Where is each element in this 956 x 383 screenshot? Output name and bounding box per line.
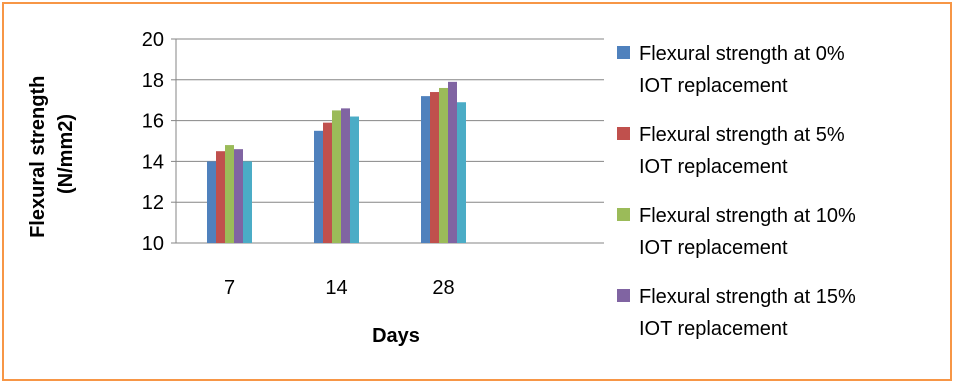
x-tick-label: 14: [325, 277, 347, 299]
legend-swatch: [617, 46, 630, 59]
bar: [314, 130, 323, 243]
legend-label: IOT replacement: [639, 318, 788, 340]
bars: [207, 81, 466, 244]
legend-swatch: [617, 208, 630, 221]
y-tick-label: 16: [142, 111, 164, 133]
legend-label: Flexural strength at 10%: [639, 205, 856, 227]
y-axis-label: Flexural strength (N/mm2): [27, 70, 77, 238]
bar: [448, 81, 457, 243]
bar: [430, 92, 439, 243]
legend-label: IOT replacement: [639, 237, 788, 259]
legend-label: IOT replacement: [639, 75, 788, 97]
bar: [341, 108, 350, 243]
y-tick-labels: 10 12 14 16 18 20: [142, 29, 164, 255]
y-tick-label: 20: [142, 29, 164, 51]
bar: [323, 122, 332, 243]
y-tick-label: 14: [142, 151, 164, 173]
y-tick-label: 12: [142, 192, 164, 214]
bar-chart: 10 12 14 16 18 20 7 14 28 Days Flexural strengt…: [27, 29, 856, 347]
bar: [332, 110, 341, 244]
bar: [439, 87, 448, 244]
bar: [225, 145, 234, 243]
x-tick-label: 28: [432, 277, 454, 299]
legend-label: Flexural strength at 15%: [639, 286, 856, 308]
bar: [350, 116, 359, 243]
y-tick-label: 10: [142, 233, 164, 255]
y-axis-label-line-1: Flexural strength: [27, 76, 49, 238]
bar: [234, 149, 243, 243]
bar: [421, 96, 430, 244]
axes: [171, 38, 177, 244]
bar: [457, 102, 466, 244]
legend-swatch: [617, 289, 630, 302]
y-tick-label: 18: [142, 70, 164, 92]
bar: [207, 161, 216, 243]
bar: [243, 161, 252, 243]
legend-label: IOT replacement: [639, 156, 788, 178]
x-tick-label: 7: [224, 277, 235, 299]
legend-label: Flexural strength at 5%: [639, 124, 845, 146]
bar: [216, 151, 225, 243]
x-tick-labels: 7 14 28: [224, 277, 455, 299]
legend-label: Flexural strength at 0%: [639, 43, 845, 65]
legend: Flexural strength at 0% IOT replacement Fl…: [617, 43, 856, 340]
y-axis-label-line-2: (N/mm2): [55, 114, 77, 194]
legend-swatch: [617, 127, 630, 140]
x-axis-label: Days: [372, 325, 420, 347]
